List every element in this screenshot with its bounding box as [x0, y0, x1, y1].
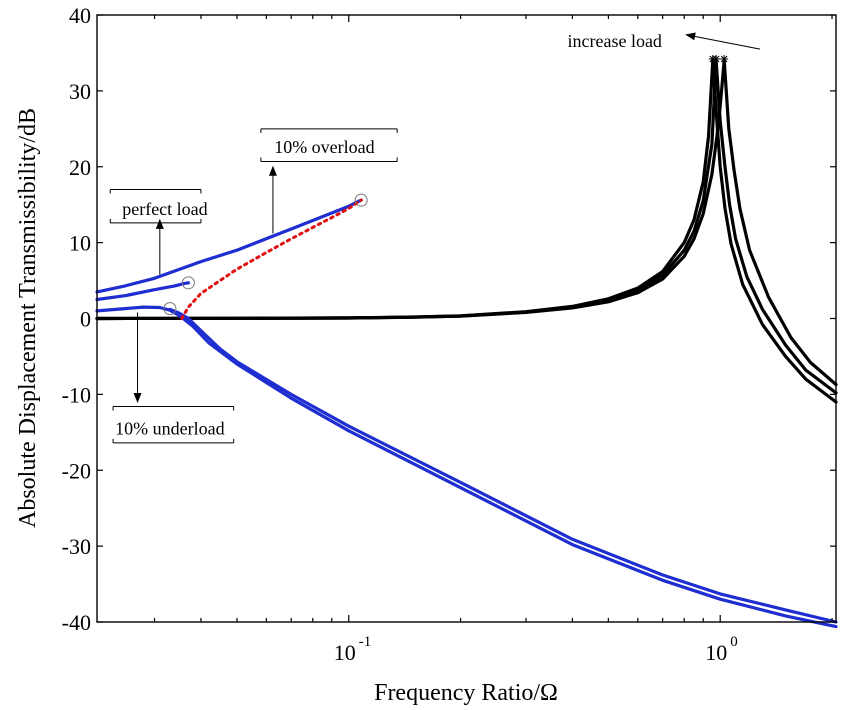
x-tick-label-0: 10	[334, 640, 356, 665]
x-axis-title: Frequency Ratio/Ω	[374, 680, 558, 706]
y-tick-label-0: -40	[62, 610, 91, 635]
annotation-box-edges-1	[110, 189, 201, 224]
jump-series-line-7	[180, 198, 363, 320]
y-tick-label-8: 40	[69, 3, 91, 28]
controlled-series-line-6	[168, 307, 838, 624]
annotation-box-corners-1	[109, 189, 202, 223]
controlled-series-line-4	[95, 281, 190, 302]
annotation-box-edges-0	[260, 128, 398, 162]
y-tick-label-7: 30	[69, 79, 91, 104]
y-axis-title: Absolute Displacement Transmissibility/d…	[15, 108, 41, 528]
peak-star-marker-2	[720, 55, 729, 64]
y-tick-label-3: -10	[62, 382, 91, 407]
y-tick-label-2: -20	[62, 458, 91, 483]
x-tick-exponent-1: 0	[730, 634, 738, 650]
annotation-label-1: perfect load	[122, 199, 207, 219]
passive-series-line-0	[95, 58, 838, 404]
markers-layer	[163, 55, 729, 316]
jump-point-marker-0	[354, 193, 368, 207]
controlled-series-line-3	[95, 198, 363, 294]
annotation-box-edges-2	[113, 406, 234, 444]
annotation-arrow-3	[685, 32, 761, 50]
controlled-series-line-5	[95, 305, 838, 629]
x-tick-label-1: 10	[705, 640, 727, 665]
annotation-box-corners-0	[260, 128, 398, 162]
y-tick-label-5: 10	[69, 231, 91, 256]
y-tick-label-1: -30	[62, 534, 91, 559]
passive-series-line-2	[95, 58, 838, 387]
annotation-label-2: 10% underload	[115, 419, 224, 439]
annotation-label-3: increase load	[567, 31, 661, 51]
y-tick-label-4: 0	[80, 307, 91, 332]
y-tick-label-6: 20	[69, 155, 91, 180]
series-layer	[95, 58, 838, 629]
annotation-label-0: 10% overload	[274, 137, 374, 157]
annotation-box-corners-2	[112, 406, 235, 443]
peak-star-marker-1	[712, 55, 721, 64]
jump-point-marker-2	[163, 302, 177, 316]
x-tick-exponent-0: -1	[359, 634, 372, 650]
jump-point-marker-1	[181, 276, 195, 290]
annotations-layer: 10% overload perfect load 10% underload inc…	[109, 31, 761, 444]
